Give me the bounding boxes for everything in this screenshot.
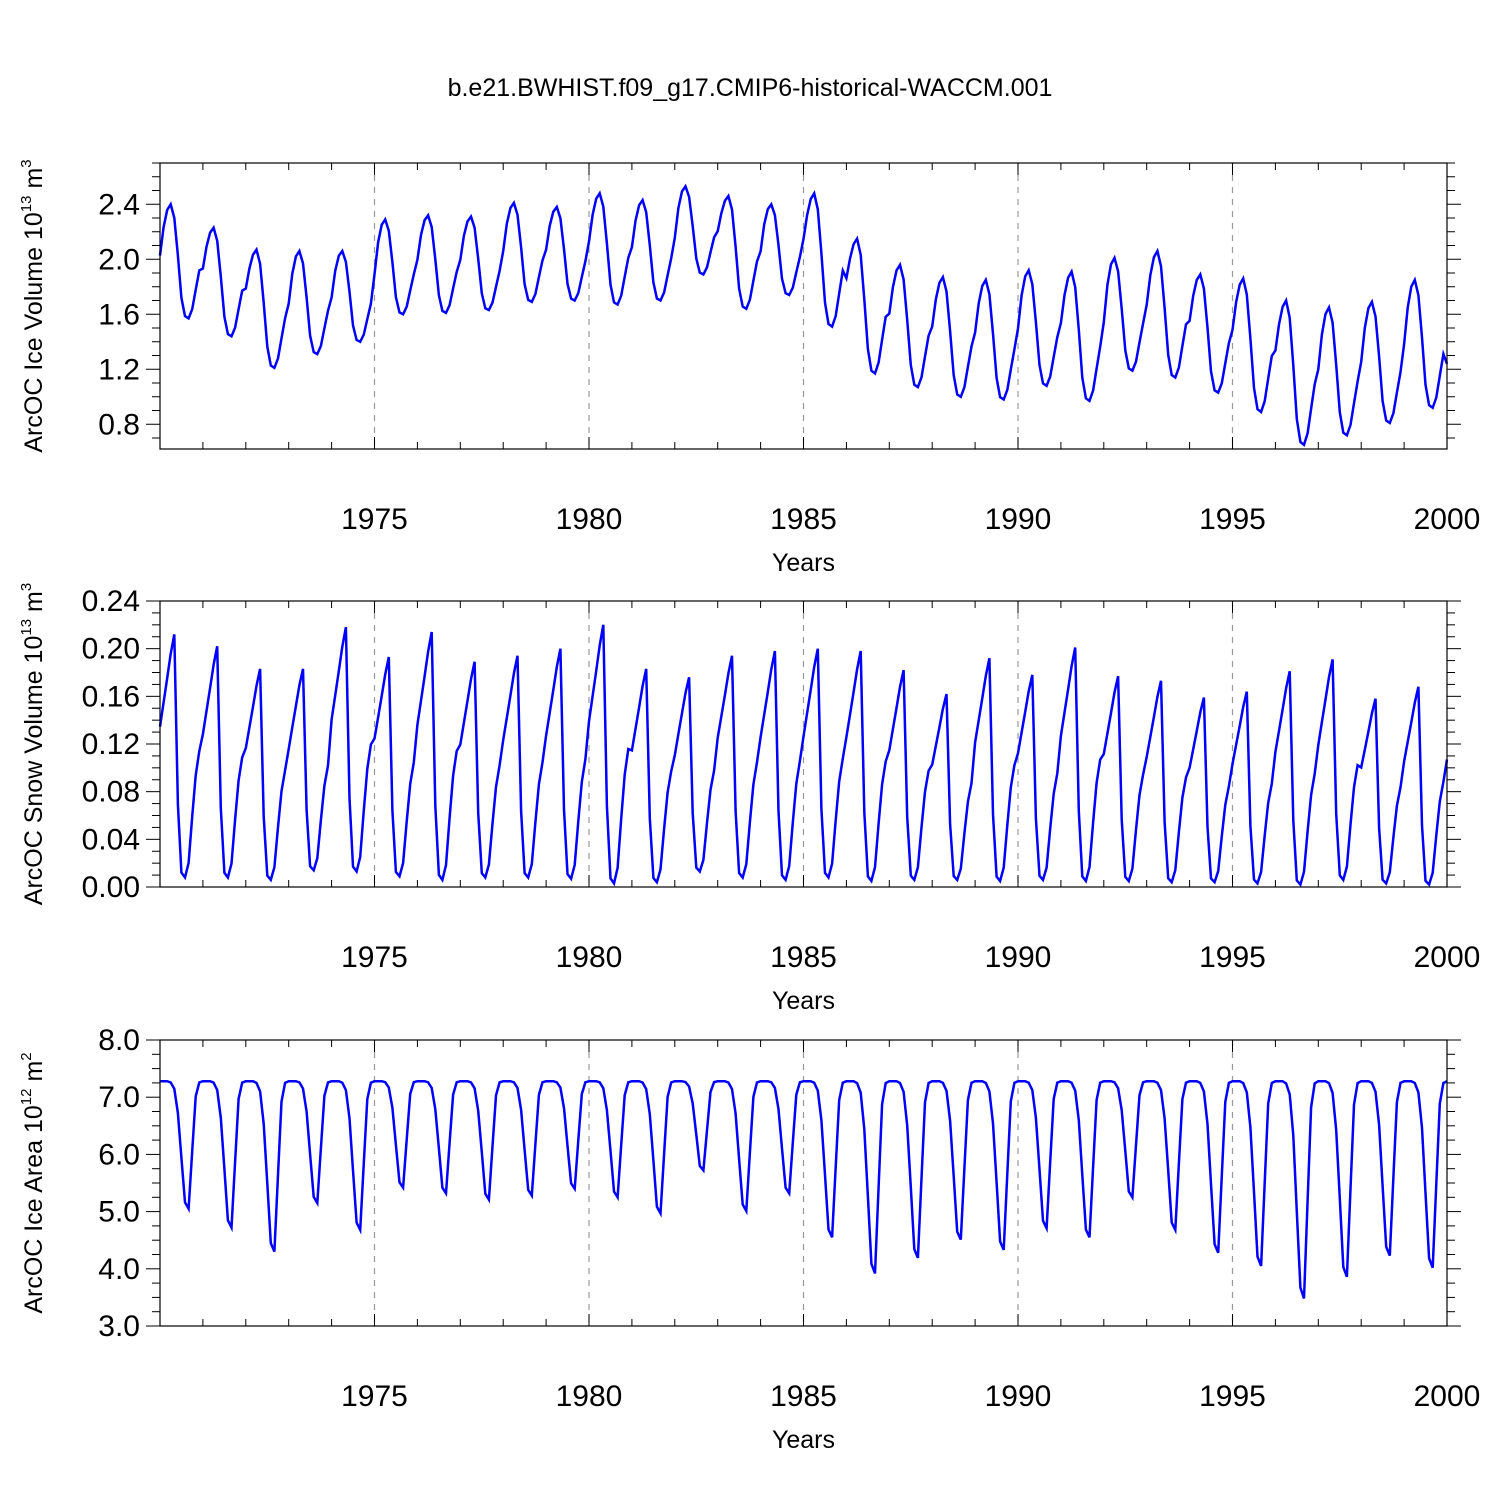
snow-volume-xtick-labels: 1975 1980 1985 1990 1995 2000 <box>341 941 1480 974</box>
ylabel-unit-exponent: 3 <box>18 583 35 591</box>
ylabel-unit-exponent: 3 <box>18 159 35 167</box>
ylabel-unit: m <box>20 168 48 189</box>
ytick-label: 5.0 <box>98 1196 140 1229</box>
ylabel-exponent: 12 <box>18 1089 35 1106</box>
ice-volume-ytick-labels: 0.8 1.2 1.6 2.0 2.4 <box>98 188 140 441</box>
xtick-label: 1980 <box>556 1380 623 1413</box>
xtick-label: 1975 <box>341 503 408 536</box>
xtick-label: 1995 <box>1199 941 1266 974</box>
ytick-label: 8.0 <box>98 1024 140 1057</box>
xtick-label: 1975 <box>341 941 408 974</box>
ytick-label: 2.4 <box>98 188 140 221</box>
ice-area-ytick-labels: 3.0 4.0 5.0 6.0 7.0 8.0 <box>98 1024 140 1343</box>
xtick-label: 2000 <box>1414 941 1481 974</box>
ice-area-xtick-labels: 1975 1980 1985 1990 1995 2000 <box>341 1380 1480 1413</box>
ytick-label: 6.0 <box>98 1138 140 1171</box>
ytick-label: 1.2 <box>98 353 140 386</box>
xtick-label: 1980 <box>556 941 623 974</box>
ylabel-text: ArcOC Ice Area 10 <box>20 1105 48 1313</box>
xtick-label: 2000 <box>1414 1380 1481 1413</box>
ylabel-unit: m <box>20 1061 48 1082</box>
xtick-label: 1985 <box>770 1380 837 1413</box>
panel-snow-volume: 0.00 0.04 0.08 0.12 0.16 0.20 0.24 1975 … <box>18 583 1480 1015</box>
panel-ice-volume: 0.8 1.2 1.6 2.0 2.4 1975 1980 1985 1990 … <box>18 159 1480 577</box>
xtick-label: 1980 <box>556 503 623 536</box>
panel-snow-volume-frame <box>159 600 1448 888</box>
ylabel-text: ArcOC Ice Volume 10 <box>20 212 48 452</box>
ytick-label: 0.08 <box>82 776 140 809</box>
ytick-label: 0.04 <box>82 823 140 856</box>
ytick-label: 1.6 <box>98 298 140 331</box>
ytick-label: 0.16 <box>82 680 140 713</box>
xtick-label: 1985 <box>770 503 837 536</box>
ytick-label: 3.0 <box>98 1310 140 1343</box>
panel-ice-area-frame <box>159 1039 1448 1327</box>
figure-title: b.e21.BWHIST.f09_g17.CMIP6-historical-WA… <box>448 74 1053 102</box>
ylabel-unit-exponent: 2 <box>18 1052 35 1060</box>
panel-ice-volume-frame <box>159 162 1448 450</box>
ylabel-exponent: 13 <box>18 196 35 213</box>
snow-volume-ytick-labels: 0.00 0.04 0.08 0.12 0.16 0.20 0.24 <box>82 585 140 904</box>
xtick-label: 1990 <box>985 503 1052 536</box>
ytick-label: 0.12 <box>82 728 140 761</box>
xtick-label: 1995 <box>1199 1380 1266 1413</box>
ice-area-xlabel: Years <box>772 1426 835 1454</box>
ytick-label: 2.0 <box>98 243 140 276</box>
panel-ice-area: 3.0 4.0 5.0 6.0 7.0 8.0 1975 1980 1985 1… <box>18 1024 1480 1454</box>
ytick-label: 0.20 <box>82 633 140 666</box>
ytick-label: 7.0 <box>98 1081 140 1114</box>
ylabel-unit: m <box>20 591 48 612</box>
panel-snow-volume-ticks <box>146 600 1461 888</box>
panel-ice-volume-grid <box>373 163 1234 449</box>
xtick-label: 1975 <box>341 1380 408 1413</box>
ylabel-text: ArcOC Snow Volume 10 <box>20 636 48 906</box>
xtick-label: 2000 <box>1414 503 1481 536</box>
xtick-label: 1995 <box>1199 503 1266 536</box>
xtick-label: 1985 <box>770 941 837 974</box>
snow-volume-xlabel: Years <box>772 987 835 1015</box>
xtick-label: 1990 <box>985 1380 1052 1413</box>
ytick-label: 0.24 <box>82 585 140 618</box>
ice-volume-series-line <box>158 183 1449 448</box>
ice-volume-ylabel: ArcOC Ice Volume 1013 m3 <box>18 159 48 452</box>
snow-volume-series-line <box>158 624 1449 888</box>
snow-volume-ylabel: ArcOC Snow Volume 1013 m3 <box>18 583 48 905</box>
xtick-label: 1990 <box>985 941 1052 974</box>
ytick-label: 0.8 <box>98 408 140 441</box>
ice-volume-xtick-labels: 1975 1980 1985 1990 1995 2000 <box>341 503 1480 536</box>
ice-volume-xlabel: Years <box>772 549 835 577</box>
ice-area-series-line <box>160 1079 1448 1299</box>
ytick-label: 4.0 <box>98 1253 140 1286</box>
ylabel-exponent: 13 <box>18 619 35 636</box>
ice-area-ylabel: ArcOC Ice Area 1012 m2 <box>18 1052 48 1313</box>
ytick-label: 0.00 <box>82 871 140 904</box>
panel-ice-area-grid <box>373 1040 1234 1326</box>
